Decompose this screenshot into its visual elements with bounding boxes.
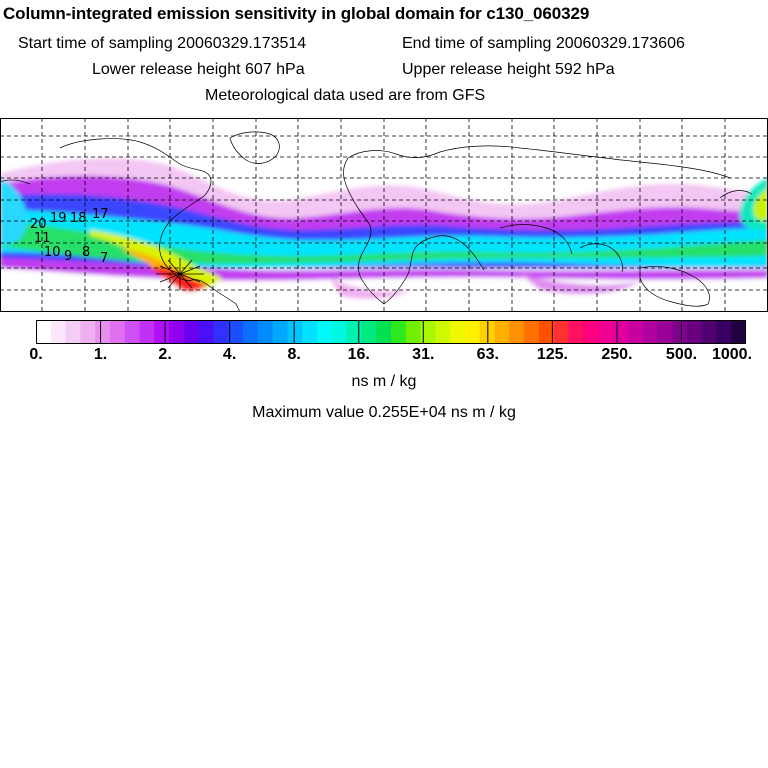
colorbar-tick-label: 250. [601, 346, 633, 363]
colorbar-swatch [686, 320, 703, 344]
sampling-start: Start time of sampling 20060329.173514 [18, 35, 307, 52]
colorbar-swatch [538, 320, 555, 344]
colorbar-swatch [612, 320, 629, 344]
colorbar-swatch [331, 320, 348, 344]
colorbar-swatch [36, 320, 52, 344]
colorbar-swatch [109, 320, 126, 344]
colorbar-tick-label: 1000. [711, 346, 753, 363]
colorbar-swatch [95, 320, 111, 344]
colorbar-swatch [361, 320, 377, 344]
colorbar-units: ns m / kg [351, 373, 417, 390]
sensitivity-field: 20 19 18 17 11 10 9 8 7 [0, 118, 768, 312]
colorbar-swatch [509, 320, 525, 344]
colorbar-swatch [139, 320, 155, 344]
colorbar-swatch [701, 320, 718, 344]
colorbar-swatch [65, 320, 81, 344]
track-label: 8 [82, 245, 90, 260]
colorbar-swatch [716, 320, 732, 344]
track-labels: 20 19 18 17 11 10 9 8 7 [30, 207, 109, 266]
graticule [0, 118, 768, 312]
track-label: 10 [44, 245, 61, 260]
colorbar-swatch [169, 320, 185, 344]
colorbar-swatch [80, 320, 96, 344]
track-label: 18 [70, 211, 87, 226]
colorbar-swatch [154, 320, 170, 344]
colorbar-swatch [213, 320, 229, 344]
colorbar-swatch [124, 320, 141, 344]
colorbar-swatch [450, 320, 466, 344]
release-lower: Lower release height 607 hPa [92, 61, 305, 78]
colorbar-swatch [272, 320, 289, 344]
sampling-end: End time of sampling 20060329.173606 [402, 35, 685, 52]
track-label: 20 [30, 217, 47, 232]
colorbar-swatch [228, 320, 244, 344]
colorbar-tick-label: 125. [536, 346, 568, 363]
met-data-note: Meteorological data used are from GFS [205, 87, 486, 104]
colorbar-swatch [627, 320, 644, 344]
colorbar-swatch [464, 320, 481, 344]
colorbar-swatch [598, 320, 614, 344]
colorbar-swatch [257, 320, 274, 344]
colorbar-swatch [346, 320, 363, 344]
track-label: 9 [64, 249, 72, 264]
colorbar-swatch [583, 320, 599, 344]
colorbar-tick-label: 16. [347, 346, 370, 363]
colorbar-tick-label: 4. [222, 346, 237, 363]
release-point-marker [156, 258, 204, 290]
release-upper: Upper release height 592 hPa [402, 61, 615, 78]
maximum-value-label: Maximum value 0.255E+04 ns m / kg [252, 404, 516, 421]
colorbar-swatch [405, 320, 422, 344]
colorbar-swatch [553, 320, 570, 344]
colorbar-swatch [391, 320, 407, 344]
track-label: 7 [100, 251, 108, 266]
colorbar-swatch [420, 320, 436, 344]
colorbar-swatch [183, 320, 200, 344]
colorbar-swatch [287, 320, 303, 344]
colorbar-tick-label: 1. [93, 346, 108, 363]
colorbar-swatch [731, 320, 746, 344]
colorbar-swatch [243, 320, 259, 344]
colorbar-tick-label: 63. [476, 346, 499, 363]
colorbar-swatch [494, 320, 510, 344]
colorbar-swatch [198, 320, 215, 344]
colorbar-swatch [50, 320, 67, 344]
track-label: 19 [50, 211, 67, 226]
track-label: 11 [34, 231, 51, 246]
colorbar-tick-label: 8. [287, 346, 301, 363]
colorbar-tick-label: 500. [665, 346, 698, 363]
colorbar-swatch [642, 320, 658, 344]
colorbar-swatch [435, 320, 451, 344]
plot-title: Column-integrated emission sensitivity i… [3, 4, 590, 23]
colorbar-swatch [568, 320, 584, 344]
colorbar-tick-label: 0. [29, 346, 43, 363]
coastlines [0, 131, 753, 312]
colorbar-swatch [376, 320, 392, 344]
colorbar-tick-label: 2. [158, 346, 172, 363]
sensitivity-map: 20 19 18 17 11 10 9 8 7 [0, 118, 768, 312]
track-label: 17 [92, 207, 109, 222]
colorbar [36, 320, 746, 344]
colorbar-tick-label: 31. [412, 346, 435, 363]
colorbar-swatch [672, 320, 688, 344]
colorbar-swatch [524, 320, 540, 344]
colorbar-swatch [657, 320, 673, 344]
colorbar-swatch [317, 320, 333, 344]
colorbar-swatch [302, 320, 318, 344]
